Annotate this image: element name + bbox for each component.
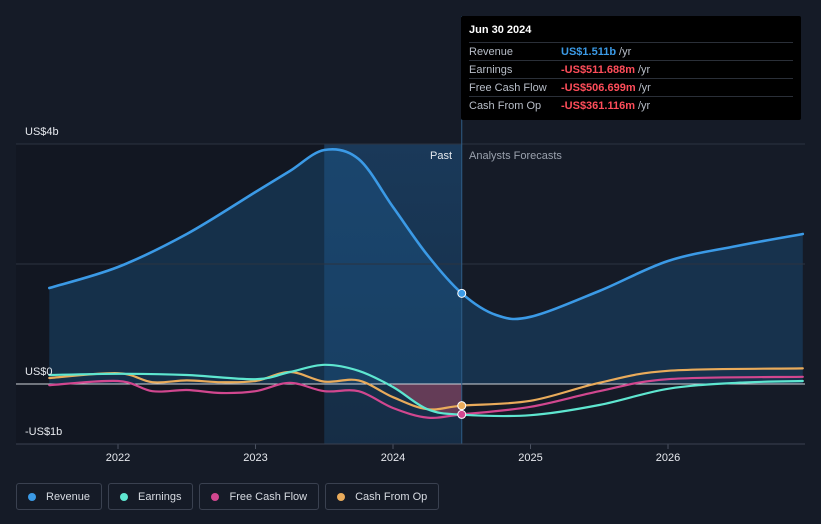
x-tick-label: 2024 <box>381 452 405 464</box>
past-label: Past <box>430 150 453 162</box>
tooltip-label: Free Cash Flow <box>469 81 547 94</box>
tooltip-label: Earnings <box>469 63 513 76</box>
legend: Revenue Earnings Free Cash Flow Cash Fro… <box>16 483 440 510</box>
revenue-line <box>48 147 805 321</box>
tooltip-value: -US$511.688m <box>561 63 635 76</box>
legend-item-cash-from-op[interactable]: Cash From Op <box>325 483 440 510</box>
tooltip-value: -US$361.116m <box>561 99 635 112</box>
tooltip-row-free-cash-flow: Free Cash Flow -US$506.699m /yr <box>469 78 793 96</box>
legend-label: Cash From Op <box>355 490 428 503</box>
tooltip-row-revenue: Revenue US$1.511b /yr <box>469 42 793 60</box>
earnings-line <box>48 363 804 418</box>
x-tick-label: 2025 <box>518 452 542 464</box>
revenue-marker <box>457 288 467 298</box>
legend-item-revenue[interactable]: Revenue <box>16 483 103 510</box>
free-cash-flow-marker <box>457 409 467 419</box>
forecast-label: Analysts Forecasts <box>469 150 562 162</box>
y-tick-label-top: US$4b <box>25 126 59 138</box>
legend-item-earnings[interactable]: Earnings <box>108 483 194 510</box>
tooltip-value: US$1.511b <box>561 45 617 58</box>
revenue-area <box>49 149 803 384</box>
legend-label: Free Cash Flow <box>229 490 308 503</box>
x-tick-label: 2023 <box>243 452 267 464</box>
tooltip-row-cash-from-op: Cash From Op -US$361.116m /yr <box>469 96 793 114</box>
free-cash-flow-dot-icon <box>211 492 220 501</box>
free-cash-flow-line <box>48 375 804 419</box>
y-tick-label-bottom: -US$1b <box>25 426 63 438</box>
cash-from-op-marker <box>457 401 467 411</box>
x-tick-label: 2022 <box>106 452 130 464</box>
tooltip-date: Jun 30 2024 <box>469 24 532 36</box>
tooltip-unit: /yr <box>619 45 632 58</box>
tooltip: Jun 30 2024 Revenue US$1.511b /yr Earnin… <box>461 16 801 120</box>
tooltip-row-earnings: Earnings -US$511.688m /yr <box>469 60 793 78</box>
cash-from-op-dot-icon <box>337 492 346 501</box>
earnings-dot-icon <box>120 492 129 501</box>
highlight-band <box>324 144 462 444</box>
tooltip-unit: /yr <box>638 99 651 112</box>
legend-label: Revenue <box>46 490 91 503</box>
tooltip-unit: /yr <box>638 63 651 76</box>
legend-item-free-cash-flow[interactable]: Free Cash Flow <box>199 483 320 510</box>
y-tick-label-zero: US$0 <box>25 366 53 378</box>
tooltip-unit: /yr <box>638 81 651 94</box>
cash-from-op-line <box>48 367 804 411</box>
revenue-dot-icon <box>28 492 36 501</box>
x-tick-label: 2026 <box>656 452 680 464</box>
tooltip-label: Cash From Op <box>469 99 542 112</box>
tooltip-label: Revenue <box>469 45 514 58</box>
tooltip-value: -US$506.699m <box>561 81 636 94</box>
legend-label: Earnings <box>138 490 182 503</box>
